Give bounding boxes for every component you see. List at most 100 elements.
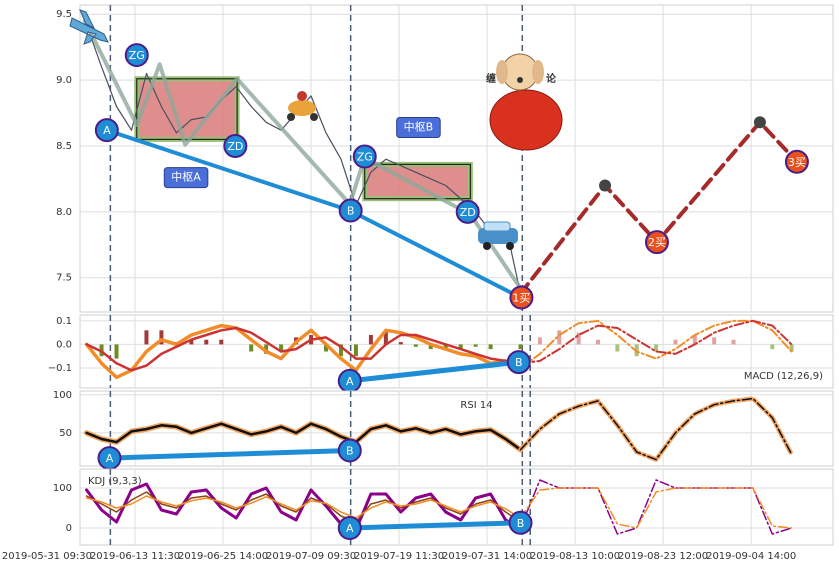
x-tick-label: 2019-08-23 12:00 bbox=[618, 551, 708, 562]
line bbox=[85, 495, 522, 519]
histogram-bar bbox=[324, 344, 329, 352]
histogram-bar bbox=[144, 330, 149, 345]
point-marker bbox=[509, 285, 534, 310]
point-marker bbox=[337, 516, 362, 540]
histogram-bar bbox=[789, 344, 794, 352]
point-marker bbox=[124, 43, 149, 68]
monk-robe bbox=[489, 89, 563, 151]
point-marker bbox=[455, 199, 480, 224]
histogram-bar bbox=[712, 337, 717, 345]
monk-ear bbox=[532, 60, 544, 84]
point-marker bbox=[337, 438, 362, 463]
decoration bbox=[69, 9, 563, 250]
histogram-bar bbox=[428, 344, 433, 350]
point-marker-label: ZD bbox=[460, 206, 476, 219]
y-tick-label: 100 bbox=[53, 390, 72, 401]
pivot-label: 中枢B bbox=[396, 117, 441, 139]
histogram-bar bbox=[488, 344, 493, 350]
y-tick-label: 50 bbox=[59, 428, 72, 439]
vertex-dot bbox=[753, 116, 766, 129]
monk-nose bbox=[517, 77, 523, 83]
x-tick-label: 2019-06-25 14:00 bbox=[178, 551, 268, 562]
pivot-label-box bbox=[396, 117, 441, 139]
y-tick-label: 100 bbox=[53, 483, 72, 494]
histogram-bar bbox=[279, 344, 284, 352]
point-marker-label: A bbox=[103, 124, 111, 137]
scooter-rider bbox=[297, 91, 307, 101]
line bbox=[347, 520, 523, 531]
point-marker bbox=[644, 230, 669, 255]
point-marker bbox=[223, 133, 248, 158]
histogram-bar bbox=[473, 344, 478, 347]
histogram-bar bbox=[518, 344, 523, 350]
y-tick-label: 9.5 bbox=[56, 9, 72, 20]
histogram-bar bbox=[159, 330, 164, 345]
histogram-bar bbox=[338, 344, 343, 357]
histogram-bar bbox=[458, 344, 463, 350]
point-marker-label: B bbox=[517, 517, 525, 530]
point-marker-label: 2买 bbox=[648, 236, 666, 249]
y-tick-label: 7.5 bbox=[56, 273, 72, 284]
line bbox=[85, 422, 522, 451]
histogram-bar bbox=[204, 339, 209, 345]
histogram-bar bbox=[383, 330, 388, 345]
histogram-bar bbox=[443, 344, 448, 350]
point-marker-label: A bbox=[346, 375, 354, 388]
x-tick-label: 2019-07-19 11:30 bbox=[354, 551, 444, 562]
indicator-label: KDJ (9,3,3) bbox=[88, 476, 142, 487]
monk-ear bbox=[496, 60, 508, 84]
y-tick-label: 9.0 bbox=[56, 75, 72, 86]
point-marker-label: ZG bbox=[129, 49, 145, 62]
pivot-label: 中枢A bbox=[163, 167, 209, 189]
histogram-bar bbox=[264, 344, 269, 354]
point-marker-label: ZD bbox=[227, 140, 243, 153]
histogram-bar bbox=[219, 339, 224, 345]
histogram-bar bbox=[249, 344, 254, 352]
histogram-bar bbox=[770, 344, 775, 350]
point-marker bbox=[94, 118, 119, 143]
pivot-label-text: 中枢B bbox=[404, 120, 434, 134]
airplane bbox=[69, 9, 109, 45]
histogram-bar bbox=[692, 335, 697, 345]
histogram-bar bbox=[731, 339, 736, 345]
cartoon-text: 论 bbox=[546, 72, 557, 85]
histogram-bar bbox=[673, 339, 678, 345]
point-marker-label: A bbox=[106, 452, 114, 465]
car-window bbox=[483, 221, 511, 232]
car-body bbox=[478, 228, 518, 244]
line bbox=[85, 326, 522, 372]
panel-frame bbox=[79, 4, 834, 313]
point-marker bbox=[352, 144, 377, 169]
point-marker bbox=[338, 198, 363, 223]
histogram-bar bbox=[114, 344, 119, 359]
x-tick-label: 2019-06-13 11:30 bbox=[90, 551, 180, 562]
scooter-body bbox=[288, 100, 316, 116]
line bbox=[519, 319, 793, 365]
point-marker-label: A bbox=[346, 522, 354, 535]
x-tick-label: 2019-07-09 09:30 bbox=[266, 551, 356, 562]
histogram-bar bbox=[654, 344, 659, 352]
point-marker-label: B bbox=[515, 356, 523, 369]
histogram-bar bbox=[557, 330, 562, 345]
point-marker bbox=[506, 350, 531, 375]
cartoon-text: 缠 bbox=[486, 72, 496, 85]
y-tick-label: 0.1 bbox=[56, 316, 72, 327]
point-marker-label: 3买 bbox=[788, 156, 806, 169]
point-marker bbox=[784, 149, 809, 174]
histogram-bar bbox=[398, 342, 403, 345]
histogram-bar bbox=[537, 337, 542, 345]
line bbox=[519, 487, 793, 529]
pivot-zone-edge bbox=[364, 163, 471, 200]
y-tick-label: −0.1 bbox=[48, 363, 72, 374]
point-marker-label: B bbox=[347, 205, 355, 218]
car-wheel bbox=[506, 242, 514, 250]
histogram-bar bbox=[413, 344, 418, 347]
histogram-bar bbox=[368, 335, 373, 345]
x-tick-label: 2019-09-04 14:00 bbox=[706, 551, 796, 562]
pivot-label-box bbox=[163, 167, 209, 189]
point-marker-label: 1买 bbox=[512, 292, 530, 305]
point-marker-label: ZG bbox=[357, 151, 373, 164]
line bbox=[84, 323, 523, 380]
histogram-bar bbox=[576, 332, 581, 345]
